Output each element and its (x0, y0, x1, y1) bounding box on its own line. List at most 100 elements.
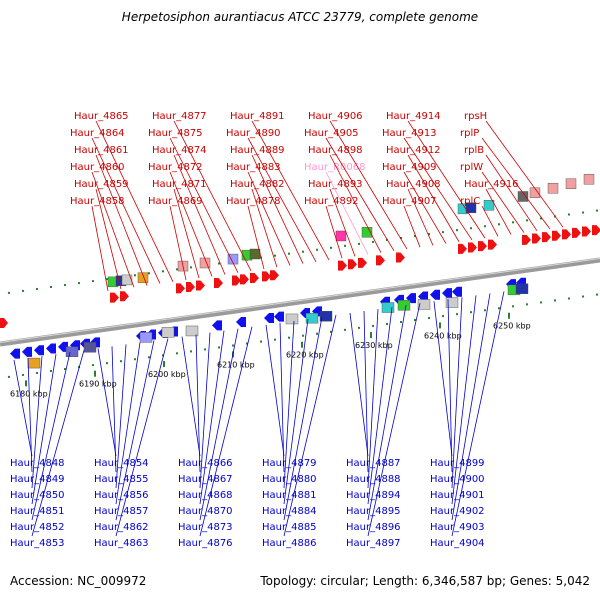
gene-leader-line (481, 171, 525, 233)
forward-guide-dot (372, 240, 374, 243)
reverse-gene-block (381, 302, 395, 313)
forward-gene-label: Haur_4877 (152, 111, 207, 122)
gene-leader-line (283, 316, 323, 521)
forward-gene-label: rplB (464, 145, 484, 156)
gene-leader-line (485, 154, 538, 232)
gene-leader-line (403, 137, 473, 241)
reverse-guide-dot (120, 360, 122, 363)
reverse-gene-label: Haur_4881 (262, 490, 317, 501)
forward-gene-label: Haur_4874 (152, 145, 207, 156)
reverse-gene-label: Haur_4855 (94, 474, 149, 485)
reverse-guide-dot (50, 370, 52, 372)
reverse-guide-dot (344, 328, 346, 331)
reverse-guide-dot (554, 299, 556, 302)
gene-leader-line (169, 137, 239, 273)
forward-gene-label: Haur_4865 (74, 111, 129, 122)
gene-leader-line (485, 188, 512, 235)
forward-gene-label: Haur_4914 (386, 111, 441, 122)
forward-gene-block (583, 174, 595, 185)
reverse-guide-dot (260, 340, 262, 343)
forward-gene-label: Haur_4908 (386, 179, 441, 190)
reverse-gene-arrow (58, 341, 68, 352)
kbp-tick-label: 6210 kbp (217, 360, 255, 369)
forward-gene-label: rplC (460, 196, 480, 207)
reverse-gene-block (445, 297, 459, 308)
reverse-guide-dot (106, 362, 108, 365)
gene-leader-line (451, 295, 477, 505)
gene-leader-line (481, 137, 551, 230)
reverse-gene-label: Haur_4851 (10, 506, 65, 517)
gene-leader-line (403, 171, 447, 244)
forward-gene-arrow (458, 243, 467, 254)
forward-gene-arrow (110, 292, 119, 303)
gene-leader-line (349, 312, 369, 457)
forward-gene-arrow (396, 252, 405, 263)
forward-gene-arrow (572, 227, 581, 238)
reverse-gene-label: Haur_4903 (430, 522, 485, 533)
forward-guide-dot (78, 282, 80, 285)
forward-gene-block (249, 248, 261, 260)
forward-gene-arrow (348, 259, 357, 270)
genome-summary-text: Topology: circular; Length: 6,346,587 bp… (260, 574, 590, 588)
forward-guide-dot (316, 248, 318, 251)
forward-gene-block (547, 183, 559, 194)
forward-gene-label: Haur_4869 (148, 196, 203, 207)
forward-gene-arrow (488, 239, 497, 250)
forward-gene-arrow (196, 280, 205, 291)
accession-text: Accession: NC_009972 (10, 574, 147, 588)
forward-guide-dot (470, 227, 472, 230)
forward-guide-dot (134, 274, 136, 277)
reverse-gene-arrow (22, 346, 32, 357)
reverse-guide-dot (64, 368, 66, 371)
forward-guide-dot (344, 244, 346, 247)
reverse-gene-block (305, 312, 319, 324)
strand-dots (8, 209, 598, 378)
reverse-gene-arrow (430, 289, 440, 300)
forward-guide-dot (498, 223, 500, 226)
reverse-guide-dot (162, 354, 164, 357)
gene-leader-line (485, 120, 564, 228)
forward-gene-label: Haur_4883 (226, 162, 281, 173)
gene-leader-line (181, 336, 201, 457)
reverse-guide-dot (316, 332, 318, 335)
gene-leader-line (451, 297, 463, 489)
reverse-gene-arrow (236, 316, 246, 327)
forward-gene-label: Haur_4916 (464, 179, 519, 190)
gene-leader-line (367, 309, 379, 489)
reverse-gene-arrow (212, 320, 222, 331)
gene-leader-line (199, 328, 239, 521)
reverse-gene-label: Haur_4873 (178, 522, 233, 533)
forward-guide-dot (568, 213, 570, 216)
gene-leader-line (325, 137, 395, 252)
forward-gene-arrow (262, 271, 271, 282)
reverse-guide-dot (22, 373, 24, 376)
forward-guide-dot (36, 287, 38, 290)
gene-leader-line (111, 346, 117, 473)
reverse-gene-block (65, 346, 79, 357)
forward-guide-dot (218, 262, 220, 265)
gene-leader-line (329, 120, 408, 250)
forward-gene-label: Haur_4859 (74, 179, 129, 190)
reverse-guide-dot (428, 317, 430, 320)
reverse-gene-label: Haur_4854 (94, 458, 149, 469)
reverse-gene-label: Haur_4863 (94, 538, 149, 549)
forward-guide-dot (64, 284, 66, 287)
gene-leader-line (31, 352, 71, 521)
gene-leader-line (283, 318, 309, 505)
reverse-gene-label: Haur_4848 (10, 458, 65, 469)
forward-gene-label: Haur_4890 (226, 128, 281, 139)
forward-guide-dot (92, 280, 94, 283)
reverse-gene-label: Haur_4900 (430, 474, 485, 485)
reverse-gene-arrow (34, 345, 44, 356)
reverse-gene-arrow (10, 348, 20, 359)
forward-gene-label: Haur_4907 (382, 196, 437, 207)
forward-gene-label: Haur_4882 (230, 179, 285, 190)
forward-guide-dot (330, 246, 332, 249)
reverse-gene-block (285, 313, 299, 325)
gene-leader-line (13, 359, 33, 457)
forward-gene-label: Haur_4912 (386, 145, 441, 156)
reverse-guide-dot (148, 356, 150, 359)
gene-leader-line (91, 205, 109, 291)
gene-leader-line (451, 291, 505, 537)
gene-leader-line (251, 154, 304, 264)
